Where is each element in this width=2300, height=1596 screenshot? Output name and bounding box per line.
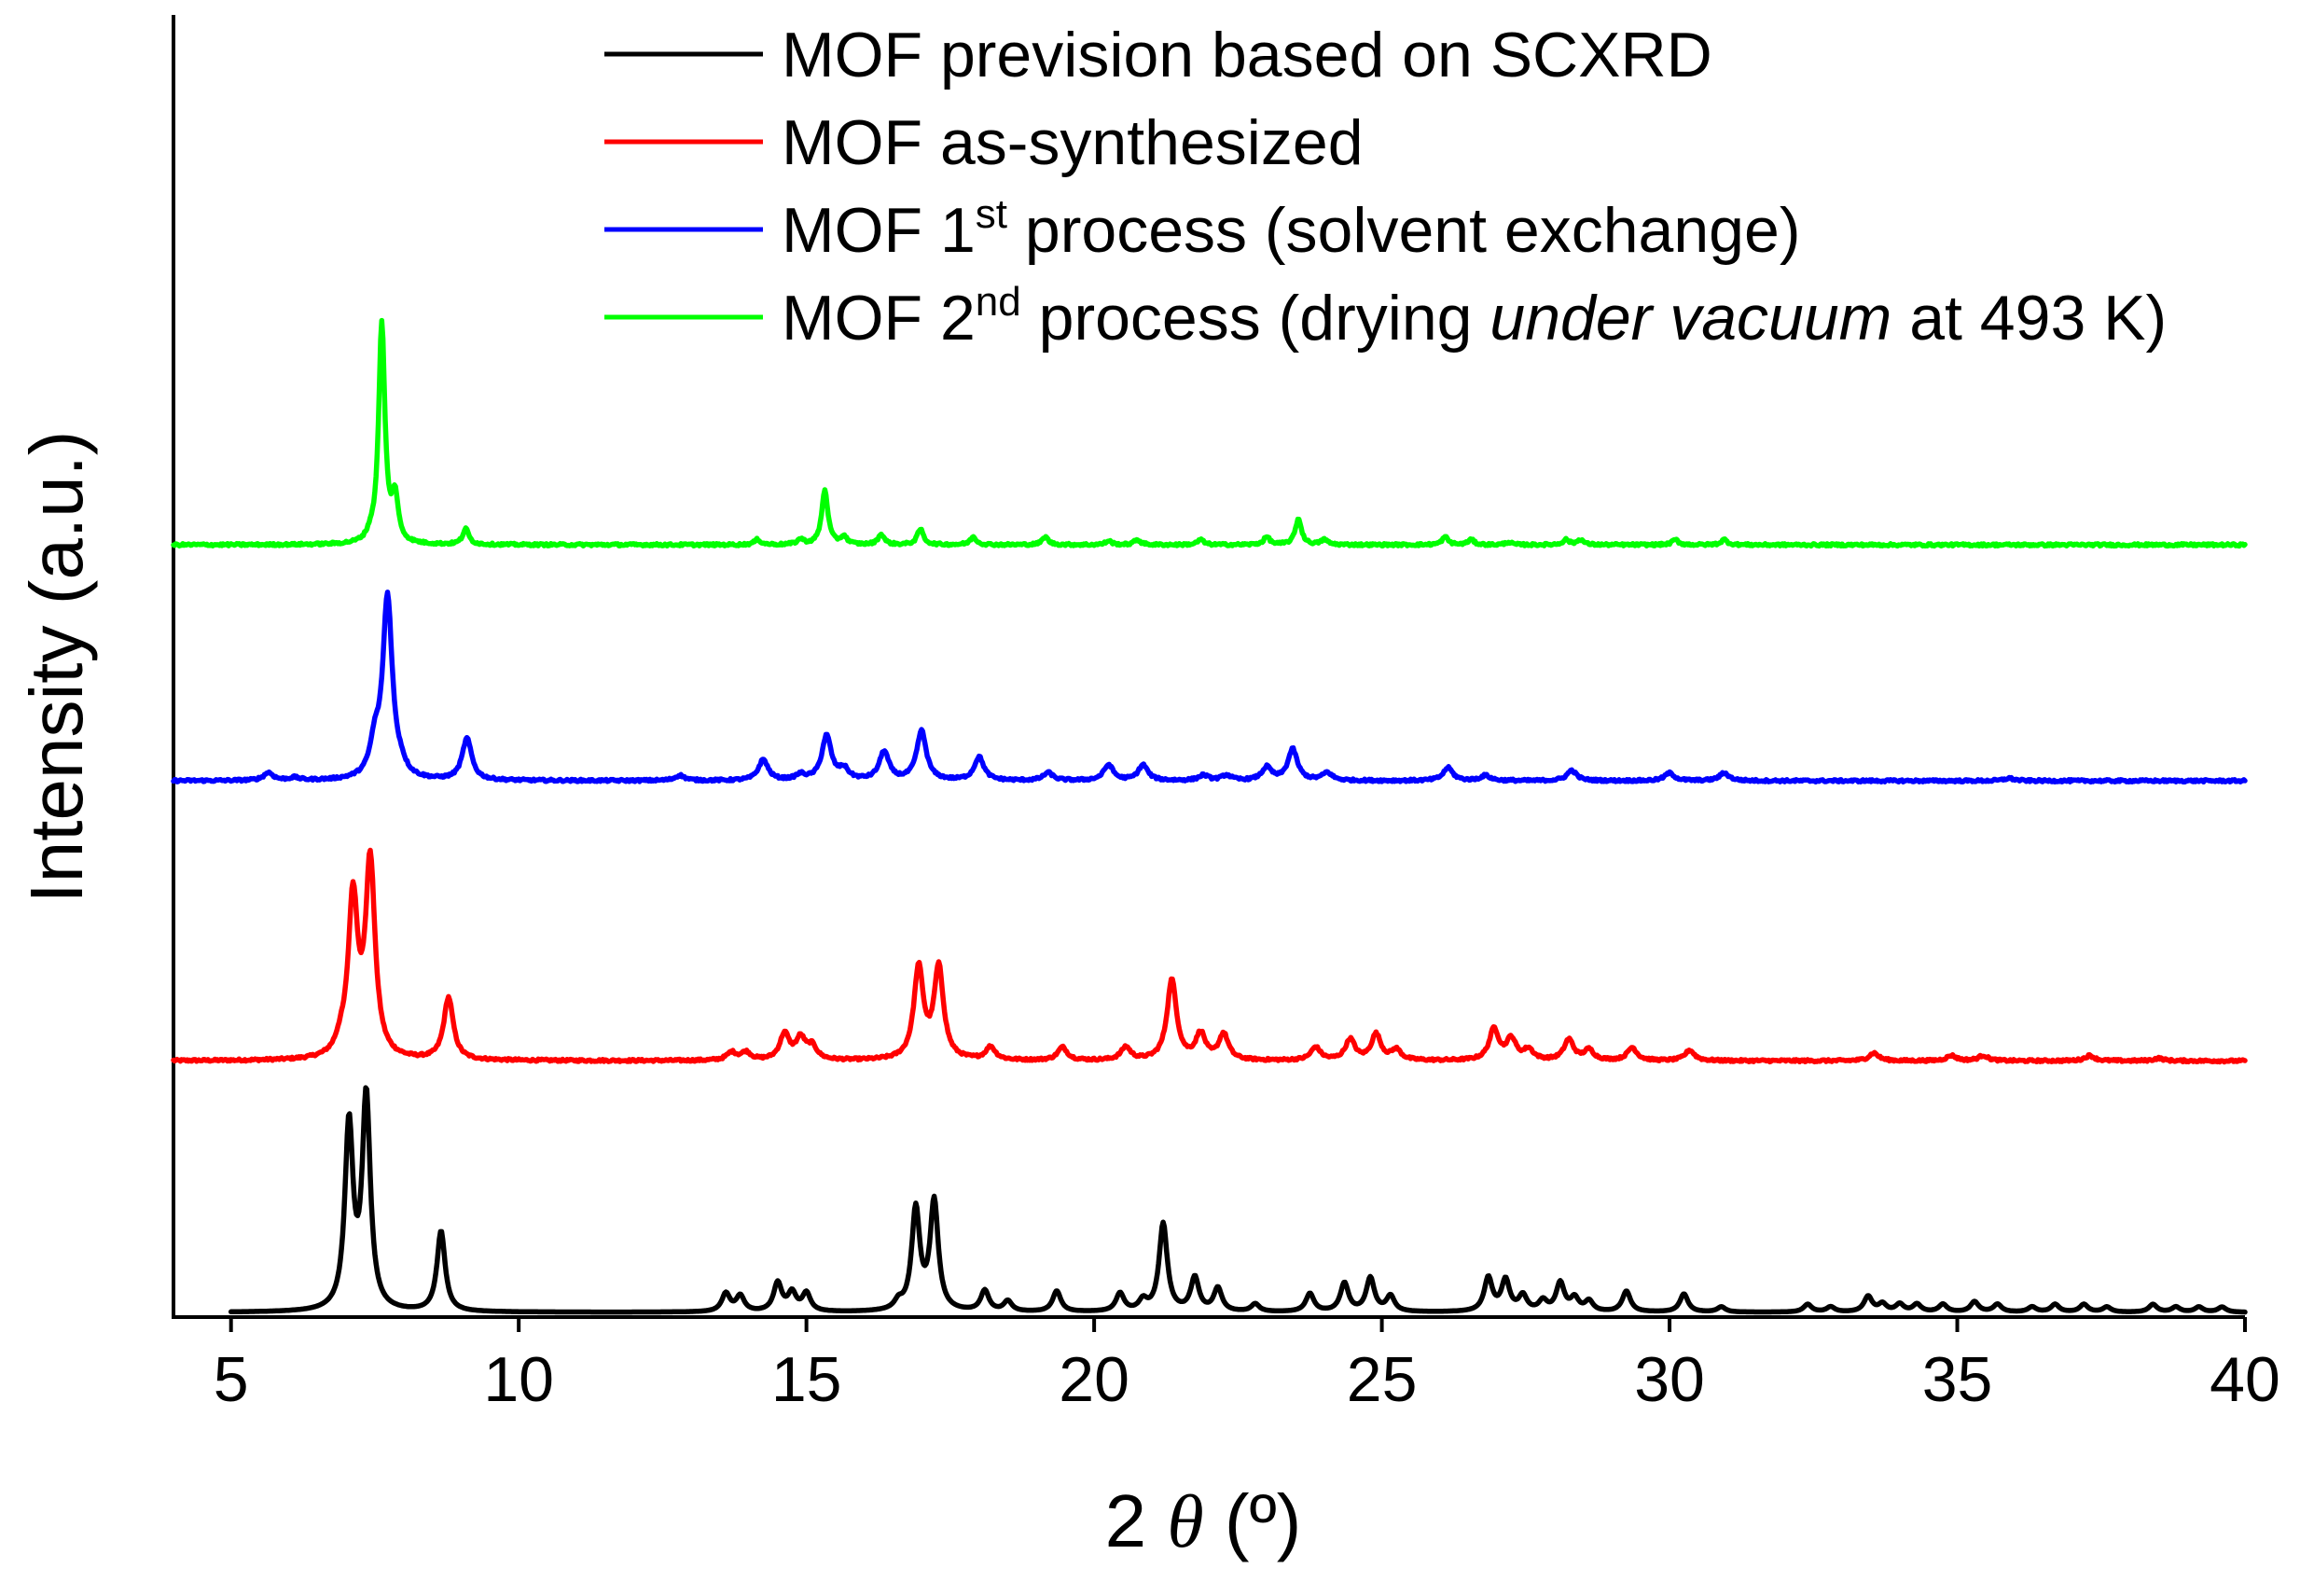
x-tick-label-25: 25 xyxy=(1347,1344,1418,1415)
x-axis-title-suffix: (º) xyxy=(1204,1479,1302,1562)
legend-label-drying: MOF 2nd process (drying under vacuum at … xyxy=(782,279,2167,354)
series-layer xyxy=(171,317,2248,1315)
legend-label-part: MOF prevision based on SCXRD xyxy=(782,20,1712,90)
x-tick-label-5: 5 xyxy=(214,1344,249,1415)
legend-label-part: MOF 2 xyxy=(782,283,976,354)
theta-symbol: θ xyxy=(1167,1481,1203,1563)
y-axis-title: Intensity (a.u.) xyxy=(15,431,98,904)
legend-label-part: process (solvent exchange) xyxy=(1007,195,1800,266)
x-tick-label-10: 10 xyxy=(483,1344,554,1415)
legend-label-scxrd: MOF prevision based on SCXRD xyxy=(782,20,1712,90)
x-tick-label-40: 40 xyxy=(2210,1344,2280,1415)
legend-label-part: at 493 K) xyxy=(1891,283,2167,354)
x-tick-label-35: 35 xyxy=(1922,1344,1993,1415)
x-tick-label-20: 20 xyxy=(1059,1344,1129,1415)
x-axis-ticks: 5 10 15 20 25 30 35 40 xyxy=(214,1317,2280,1415)
legend-label-part: under vacuum xyxy=(1489,283,1891,354)
legend-label-part: nd xyxy=(976,279,1021,325)
legend-label-part: st xyxy=(976,191,1007,237)
series-line-scxrd xyxy=(228,1085,2248,1315)
legend-label-part: process (drying xyxy=(1021,283,1490,354)
x-tick-label-15: 15 xyxy=(771,1344,842,1415)
x-tick-label-30: 30 xyxy=(1634,1344,1705,1415)
legend-label-part: MOF as-synthesized xyxy=(782,107,1364,178)
series-line-drying xyxy=(171,317,2248,549)
legend: MOF prevision based on SCXRD MOF as-synth… xyxy=(604,20,2167,354)
x-axis-title: 2 θ (º) xyxy=(1105,1479,1302,1563)
x-axis-title-prefix: 2 xyxy=(1105,1479,1168,1562)
legend-label-as-synth: MOF as-synthesized xyxy=(782,107,1364,178)
series-line-as-synth xyxy=(171,847,2248,1065)
series-line-solvent-exchange xyxy=(171,590,2248,785)
legend-label-part: MOF 1 xyxy=(782,195,976,266)
legend-label-solvent-exchange: MOF 1st process (solvent exchange) xyxy=(782,191,1800,266)
